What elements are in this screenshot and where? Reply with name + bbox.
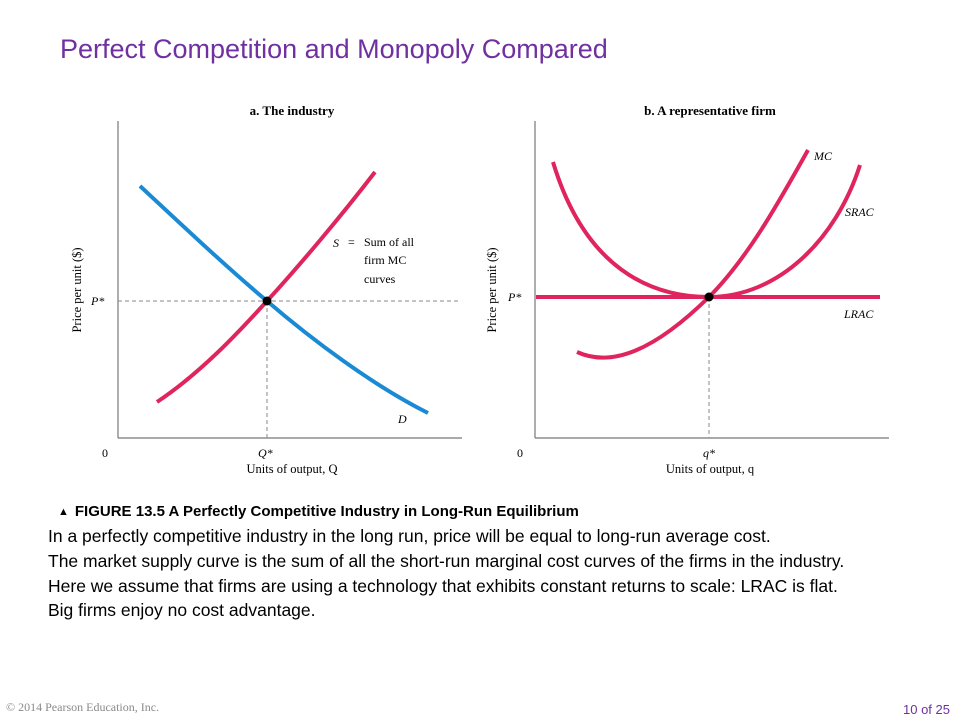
panel-b-price-marker: P* [507,290,521,304]
lrac-label: LRAC [843,307,874,321]
body-paragraph-3: Here we assume that firms are using a te… [48,575,838,596]
panel-b-origin: 0 [517,446,523,460]
panel-a: a. The industry Price per unit ($) Units… [70,103,462,476]
firm-equilibrium-point [704,292,714,302]
panel-b: b. A representative firm Price per unit … [485,103,889,476]
body-paragraph-1: In a perfectly competitive industry in t… [48,526,771,546]
figure-title: A Perfectly Competitive Industry in Long… [168,503,579,520]
supply-curve [155,170,377,404]
panel-a-heading: a. The industry [250,103,335,118]
mc-label: MC [813,149,833,163]
supply-label: S [333,236,339,250]
demand-curve [138,184,429,415]
panel-a-x-label: Units of output, Q [247,462,338,476]
demand-label: D [397,412,407,426]
triangle-icon: ▲ [58,506,69,518]
panel-a-y-label: Price per unit ($) [70,247,84,332]
panel-b-heading: b. A representative firm [644,103,776,118]
panel-a-price-marker: P* [90,294,104,308]
srac-label: SRAC [845,205,875,219]
srac-curve [551,161,862,300]
panel-a-origin: 0 [102,446,108,460]
slide-title: Perfect Competition and Monopoly Compare… [60,34,608,64]
figure-number: FIGURE 13.5 [74,503,165,520]
panel-a-quantity-marker: Q* [258,446,273,460]
supply-note-line-3: curves [364,272,396,286]
body-paragraph-2: The market supply curve is the sum of al… [48,550,845,571]
panel-b-x-label: Units of output, q [666,462,755,476]
figure-caption: ▲ FIGURE 13.5 A Perfectly Competitive Ind… [58,503,579,520]
body-paragraph-4: Big firms enjoy no cost advantage. [48,600,316,621]
mc-curve [576,149,810,360]
supply-note-line-1: Sum of all [364,235,415,249]
industry-equilibrium-point [262,296,272,306]
panel-b-quantity-marker: q* [703,446,715,460]
copyright-notice: © 2014 Pearson Education, Inc. [6,700,160,714]
supply-equals: = [348,235,355,249]
supply-note-line-2: firm MC [364,253,406,267]
page-number: 10 of 25 [903,702,950,717]
body-text: In a perfectly competitive industry in t… [48,524,948,623]
panel-b-y-label: Price per unit ($) [485,247,499,332]
